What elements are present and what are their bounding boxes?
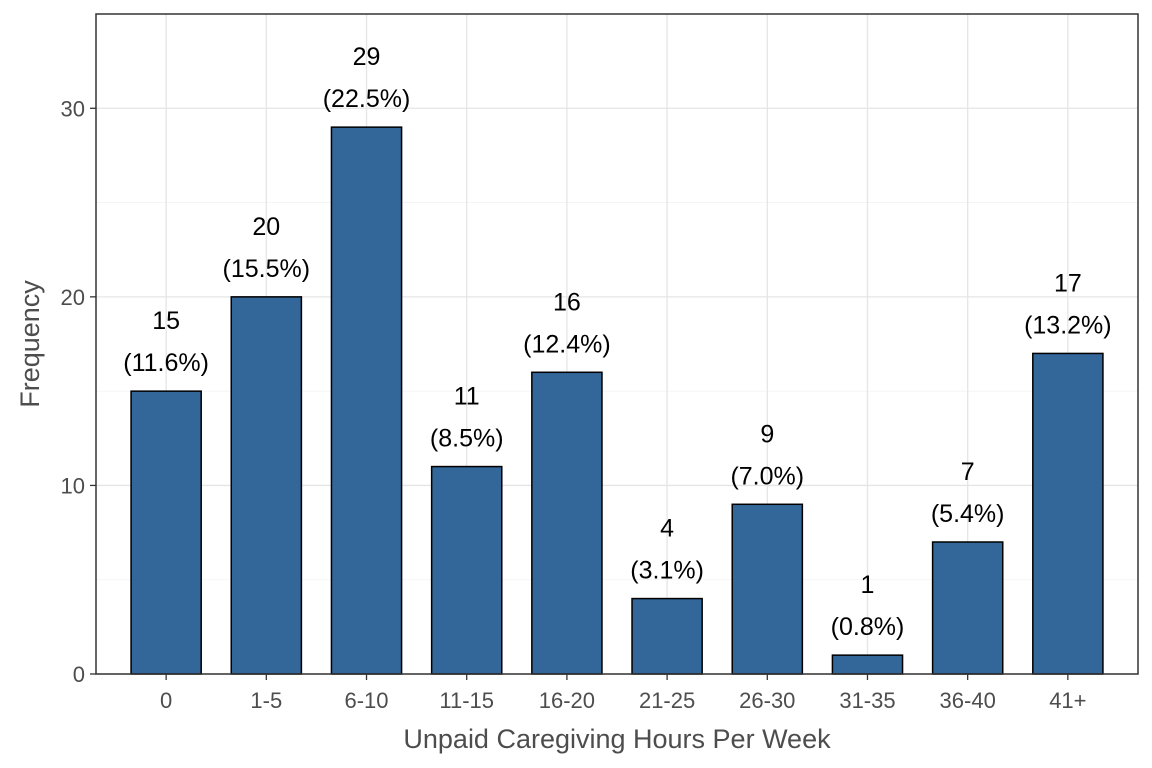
y-tick-label: 10	[61, 473, 85, 498]
y-tick-label: 30	[61, 96, 85, 121]
bar-11-15	[430, 465, 503, 675]
data-label-percent: (22.5%)	[323, 85, 411, 113]
data-label-count: 17	[1054, 269, 1082, 297]
data-label-percent: (11.6%)	[123, 349, 209, 377]
x-tick-label: 16-20	[539, 688, 595, 713]
data-label-percent: (0.8%)	[831, 613, 905, 641]
data-label-percent: (8.5%)	[430, 425, 504, 453]
data-label-count: 16	[553, 288, 581, 316]
x-tick-label: 31-35	[839, 688, 895, 713]
data-label-count: 11	[454, 383, 480, 411]
data-label-percent: (5.4%)	[931, 500, 1005, 528]
x-tick-label: 21-25	[639, 688, 695, 713]
x-tick-label: 6-10	[344, 688, 388, 713]
x-tick-label: 26-30	[739, 688, 795, 713]
data-label-count: 4	[660, 515, 674, 543]
data-label-count: 9	[760, 420, 774, 448]
bar-41+	[1032, 352, 1104, 675]
bar-0	[130, 390, 202, 675]
x-tick-label: 41+	[1049, 688, 1086, 713]
x-axis-ticks: 0 1-5 6-10 11-15 16-20 21-25 26-30 31-35 36-40 41…	[160, 674, 1087, 713]
bar-1-5	[230, 296, 303, 675]
data-label-count: 29	[353, 43, 381, 71]
bar-26-30	[731, 503, 804, 675]
x-tick-label: 0	[160, 688, 172, 713]
y-tick-label: 20	[61, 285, 85, 310]
bar-data-labels: (11.6%) 15 (15.5%) 20 (22.5%) 29 (8.5%) 11 (12.4…	[123, 43, 1111, 641]
data-label-count: 7	[961, 458, 975, 486]
x-tick-label: 36-40	[940, 688, 996, 713]
data-label-percent: (15.5%)	[223, 255, 311, 283]
data-label-count: 15	[152, 307, 180, 335]
data-label-percent: (7.0%)	[730, 462, 804, 490]
data-label-percent: (13.2%)	[1024, 311, 1112, 339]
data-label-percent: (12.4%)	[523, 330, 611, 358]
bar-21-25	[631, 597, 703, 675]
y-tick-label: 0	[73, 662, 85, 687]
x-tick-label: 11-15	[439, 688, 494, 713]
data-label-count: 20	[252, 213, 280, 241]
bars	[130, 126, 1104, 675]
data-label-count: 1	[861, 571, 875, 599]
data-label-percent: (3.1%)	[630, 557, 704, 585]
bar-36-40	[931, 541, 1004, 675]
bar-6-10	[330, 126, 403, 675]
x-axis-title: Unpaid Caregiving Hours Per Week	[403, 724, 831, 754]
plot-panel-border	[95, 13, 1139, 675]
y-axis-ticks: 0 10 20 30	[61, 96, 96, 687]
bar-31-35	[831, 654, 904, 675]
bar-16-20	[531, 371, 603, 675]
y-axis-title: Frequency	[15, 280, 45, 408]
x-tick-label: 1-5	[250, 688, 282, 713]
